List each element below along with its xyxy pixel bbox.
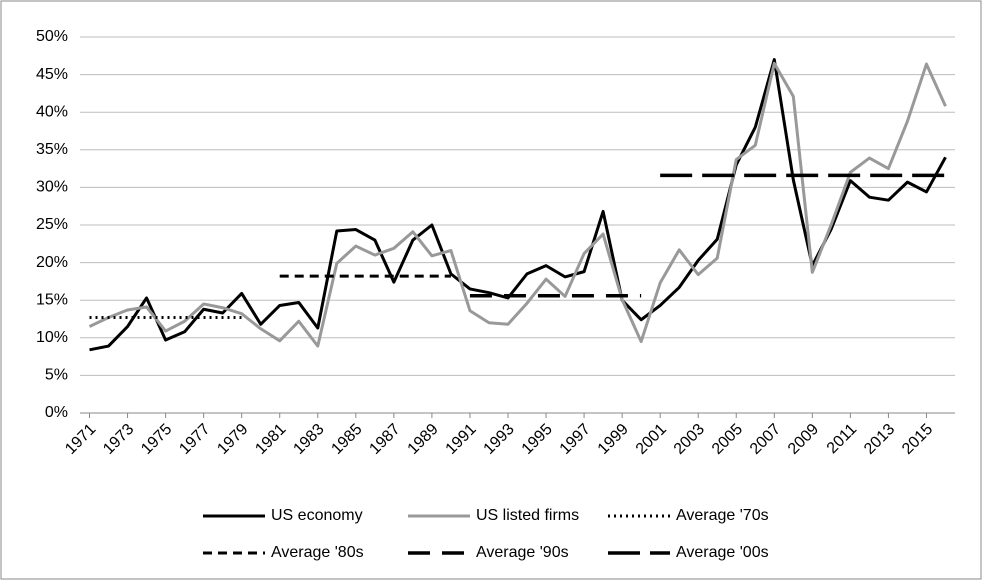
y-tick-label: 25% xyxy=(36,216,68,233)
y-tick-label: 10% xyxy=(36,329,68,346)
y-tick-label: 35% xyxy=(36,141,68,158)
y-tick-label: 30% xyxy=(36,179,68,196)
legend-label: Average '00s xyxy=(676,544,769,561)
y-tick-label: 20% xyxy=(36,254,68,271)
y-tick-label: 40% xyxy=(36,103,68,120)
y-tick-label: 50% xyxy=(36,28,68,45)
y-tick-label: 0% xyxy=(45,404,68,421)
y-tick-label: 5% xyxy=(45,367,68,384)
series-line xyxy=(89,58,947,352)
y-tick-label: 45% xyxy=(36,66,68,83)
legend-label: Average '70s xyxy=(676,507,769,524)
legend-label: Average '90s xyxy=(476,544,569,561)
legend-label: Average '80s xyxy=(271,544,364,561)
y-tick-label: 15% xyxy=(36,291,68,308)
legend-label: US economy xyxy=(271,507,363,524)
series-line xyxy=(88,61,947,348)
legend-label: US listed firms xyxy=(476,507,579,524)
